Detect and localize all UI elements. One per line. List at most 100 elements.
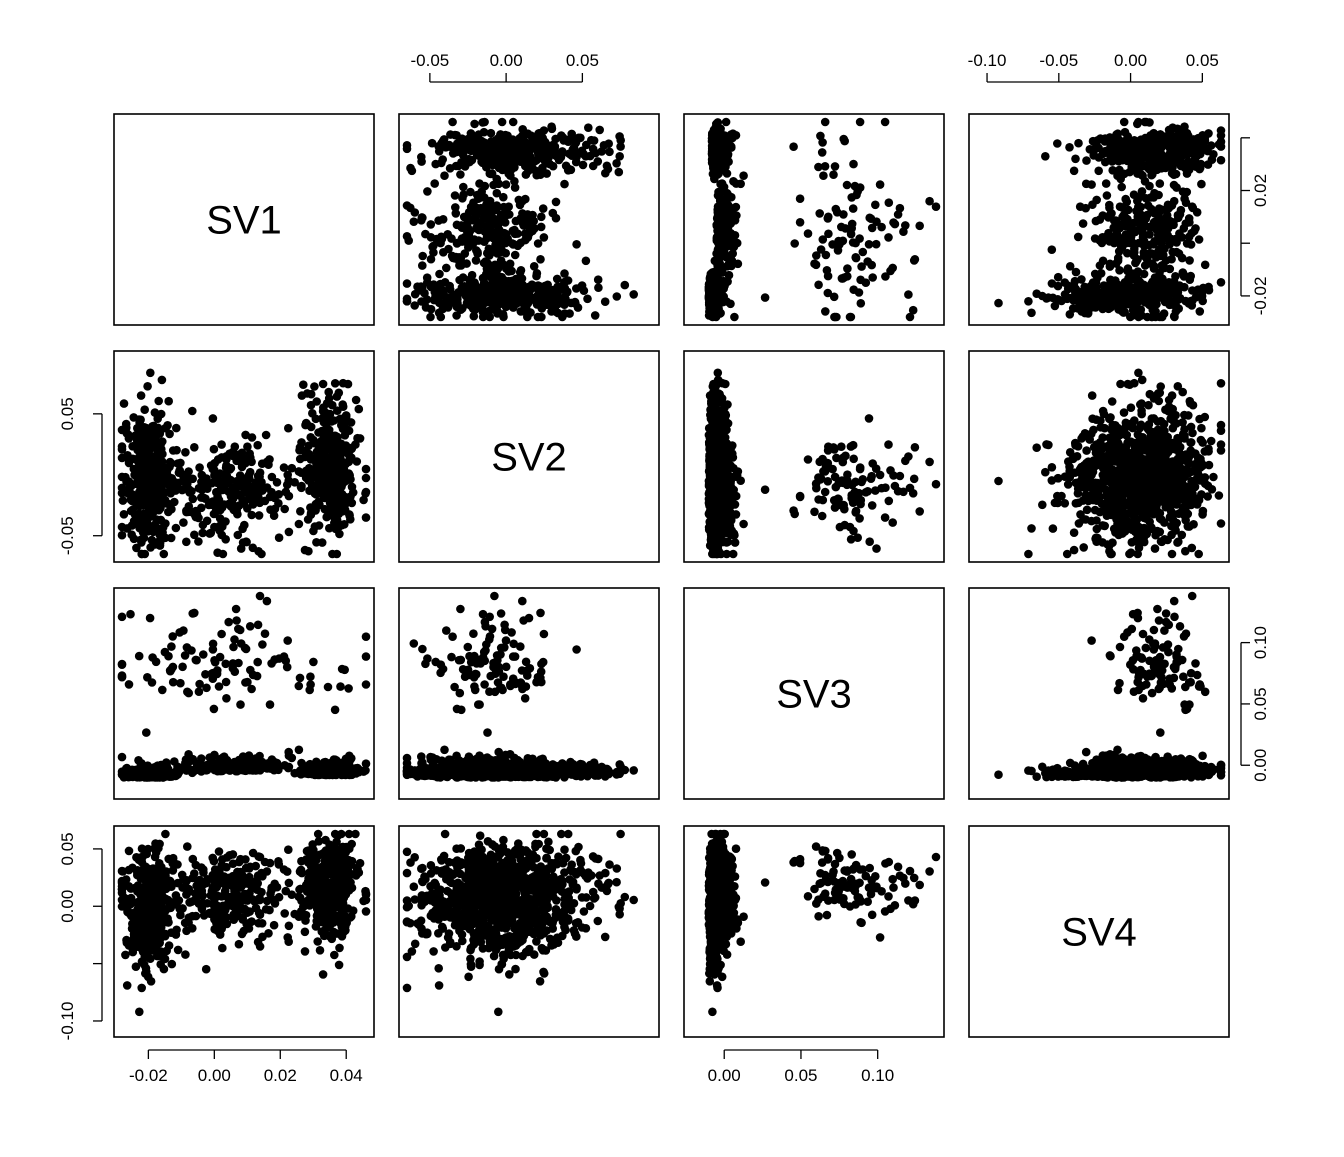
point-sv2-vs-sv3 xyxy=(712,428,721,437)
point-sv1-vs-sv4 xyxy=(1142,117,1151,127)
point-sv2-vs-sv1 xyxy=(329,416,339,425)
point-sv2-vs-sv3 xyxy=(818,454,827,464)
point-sv1-vs-sv2 xyxy=(454,161,463,171)
point-sv1-vs-sv4 xyxy=(1164,278,1173,288)
point-sv2-vs-sv1 xyxy=(243,442,252,452)
point-sv1-vs-sv4 xyxy=(1180,194,1189,203)
point-sv1-vs-sv4 xyxy=(1145,144,1154,154)
point-sv1-vs-sv2 xyxy=(429,248,438,257)
point-sv1-vs-sv3 xyxy=(760,293,770,302)
point-sv1-vs-sv4 xyxy=(1047,245,1057,254)
point-sv1-vs-sv2 xyxy=(475,218,484,227)
point-sv2-vs-sv1 xyxy=(117,453,127,463)
point-sv1-vs-sv2 xyxy=(437,232,446,242)
point-sv2-vs-sv4 xyxy=(1079,543,1088,552)
point-sv1-vs-sv2 xyxy=(430,179,440,188)
point-sv2-vs-sv3 xyxy=(739,519,748,529)
point-sv1-vs-sv2 xyxy=(485,312,495,322)
point-sv2-vs-sv3 xyxy=(855,464,865,474)
point-sv2-vs-sv1 xyxy=(253,471,263,481)
point-sv1-vs-sv4 xyxy=(1138,171,1147,180)
point-sv2-vs-sv1 xyxy=(151,454,161,464)
point-sv1-vs-sv2 xyxy=(536,222,546,232)
point-sv1-vs-sv4 xyxy=(1186,240,1196,249)
point-sv1-vs-sv2 xyxy=(418,213,427,223)
point-sv2-vs-sv1 xyxy=(316,470,325,480)
point-sv2-vs-sv1 xyxy=(241,430,250,440)
point-sv2-vs-sv3 xyxy=(867,501,877,510)
point-sv1-vs-sv3 xyxy=(880,117,890,127)
point-sv1-vs-sv2 xyxy=(496,214,506,223)
point-sv1-vs-sv2 xyxy=(521,138,531,147)
point-sv2-vs-sv1 xyxy=(267,490,276,500)
point-sv2-vs-sv3 xyxy=(830,472,840,482)
point-sv2-vs-sv1 xyxy=(314,460,323,469)
point-sv1-vs-sv4 xyxy=(1069,166,1079,176)
point-sv2-vs-sv3 xyxy=(719,446,728,455)
point-sv2-vs-sv1 xyxy=(171,523,181,533)
point-sv1-vs-sv2 xyxy=(435,269,444,279)
point-sv2-vs-sv1 xyxy=(295,443,305,452)
point-sv1-vs-sv2 xyxy=(491,147,500,156)
point-sv1-vs-sv4 xyxy=(1115,266,1124,275)
point-sv1-vs-sv4 xyxy=(1093,273,1102,283)
point-sv2-vs-sv1 xyxy=(304,546,313,556)
point-sv1-vs-sv3 xyxy=(861,278,871,288)
point-sv1-vs-sv4 xyxy=(1087,180,1096,189)
point-sv2-vs-sv1 xyxy=(319,403,328,413)
point-sv1-vs-sv4 xyxy=(1113,129,1123,138)
point-sv2-vs-sv1 xyxy=(117,442,127,451)
point-sv1-vs-sv2 xyxy=(538,163,547,173)
point-sv1-vs-sv3 xyxy=(839,134,848,144)
point-sv1-vs-sv2 xyxy=(459,182,468,192)
point-sv1-vs-sv2 xyxy=(491,299,500,309)
point-sv1-vs-sv3 xyxy=(821,250,831,260)
point-sv1-vs-sv2 xyxy=(457,142,466,151)
point-sv1-vs-sv2 xyxy=(429,280,439,289)
point-sv2-vs-sv3 xyxy=(719,522,728,531)
point-sv2-vs-sv3 xyxy=(837,442,846,452)
point-sv2-vs-sv1 xyxy=(262,457,272,467)
point-sv1-vs-sv2 xyxy=(537,312,546,322)
point-sv1-vs-sv3 xyxy=(855,117,865,127)
point-sv1-vs-sv3 xyxy=(817,148,827,157)
point-sv1-vs-sv4 xyxy=(1149,302,1158,312)
point-sv2-vs-sv1 xyxy=(143,509,152,518)
point-sv2-vs-sv1 xyxy=(343,379,353,389)
point-sv1-vs-sv2 xyxy=(486,169,496,179)
point-sv2-vs-sv1 xyxy=(351,395,361,405)
point-sv1-vs-sv3 xyxy=(819,171,828,180)
point-sv1-vs-sv4 xyxy=(1203,160,1213,169)
point-sv1-vs-sv4 xyxy=(1150,134,1160,144)
point-sv1-vs-sv2 xyxy=(533,239,543,248)
panel-frame-r1-c1 xyxy=(398,350,660,563)
point-sv1-vs-sv2 xyxy=(464,154,474,164)
point-sv1-vs-sv4 xyxy=(1050,301,1060,311)
point-sv2-vs-sv1 xyxy=(240,520,249,530)
point-sv1-vs-sv3 xyxy=(795,218,805,227)
point-sv2-vs-sv1 xyxy=(155,538,165,547)
point-sv1-vs-sv4 xyxy=(1169,196,1179,206)
point-sv1-vs-sv4 xyxy=(1197,179,1206,189)
point-sv2-vs-sv1 xyxy=(254,547,263,556)
point-sv2-vs-sv1 xyxy=(198,528,207,538)
point-sv2-vs-sv1 xyxy=(208,414,218,423)
point-sv1-vs-sv2 xyxy=(440,171,449,180)
point-sv1-vs-sv2 xyxy=(427,138,437,148)
point-sv1-vs-sv2 xyxy=(585,151,595,161)
point-sv2-vs-sv1 xyxy=(284,423,293,433)
point-sv2-vs-sv3 xyxy=(715,389,724,399)
point-sv1-vs-sv3 xyxy=(712,167,721,177)
point-sv1-vs-sv2 xyxy=(402,232,412,241)
point-sv1-vs-sv2 xyxy=(471,147,481,156)
point-sv2-vs-sv3 xyxy=(730,538,740,547)
point-sv2-vs-sv3 xyxy=(866,474,876,484)
point-sv1-vs-sv2 xyxy=(537,212,546,222)
point-sv1-vs-sv4 xyxy=(1134,117,1143,127)
point-sv1-vs-sv2 xyxy=(469,311,479,321)
point-sv1-vs-sv3 xyxy=(890,219,900,229)
point-sv1-vs-sv4 xyxy=(1216,155,1226,165)
point-sv1-vs-sv3 xyxy=(820,117,830,127)
point-sv1-vs-sv2 xyxy=(438,136,448,146)
point-sv2-vs-sv1 xyxy=(234,481,243,491)
